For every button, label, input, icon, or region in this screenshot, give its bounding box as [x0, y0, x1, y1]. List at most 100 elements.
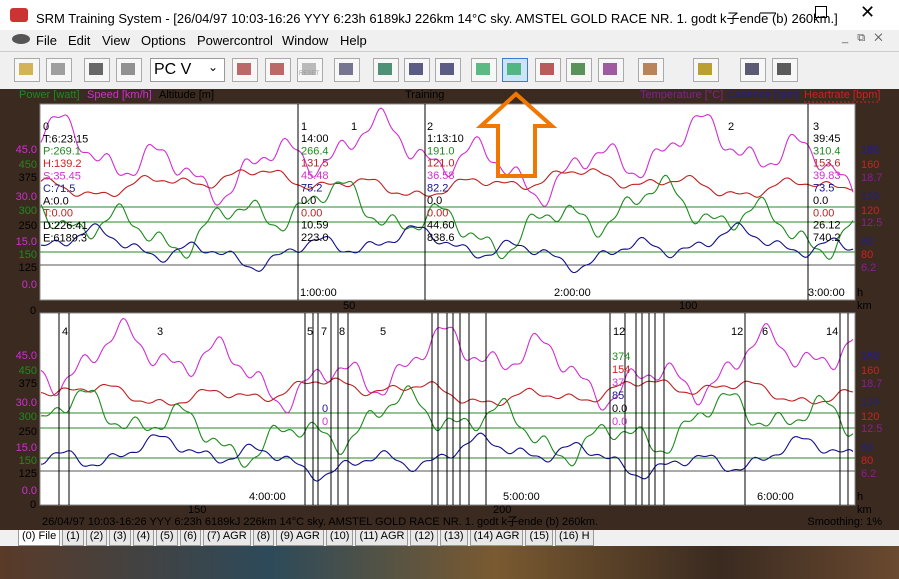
menu-item[interactable]: Edit	[68, 33, 91, 48]
km-label: 100	[679, 300, 697, 312]
tool-icon	[540, 63, 554, 75]
tool-icon	[270, 63, 284, 75]
tab[interactable]: (16) H	[555, 530, 594, 546]
lap-value: 0.0	[813, 195, 828, 207]
tab[interactable]: (14) AGR	[469, 530, 524, 546]
tab[interactable]: (5)	[156, 530, 178, 546]
tab[interactable]: (12)	[410, 530, 439, 546]
doc-icon	[12, 34, 30, 44]
trace-line	[40, 107, 854, 208]
cursor-value: 374	[612, 351, 630, 363]
summary-value: D:226.41	[43, 220, 88, 232]
tab[interactable]: (7) AGR	[202, 530, 251, 546]
tool-icon	[378, 63, 392, 75]
km-label: 50	[343, 300, 355, 312]
km-label: km	[857, 300, 872, 312]
time-label: 3:00:00	[808, 287, 845, 299]
lap-value: 82.2	[427, 183, 448, 195]
cursor-value: 154	[612, 364, 630, 376]
lap-value: 75.2	[301, 183, 322, 195]
tab[interactable]: (11) AGR	[355, 530, 409, 546]
legend-label: Power [watt]	[19, 89, 80, 101]
tab[interactable]: (10)	[325, 530, 354, 546]
y-axis-label: 160	[861, 365, 879, 377]
tool-icon	[409, 63, 423, 75]
y-axis-label: 30.0	[16, 191, 37, 203]
lap-value: 0.0	[427, 195, 442, 207]
toolbar: PC V ⌄ RESET	[0, 51, 899, 89]
cursor-value: 0	[322, 403, 328, 415]
lap-value: 121.0	[427, 158, 455, 170]
title-bar: SRM Training System - [26/04/97 10:03-16…	[0, 0, 899, 30]
cursor-value: 0.0	[612, 416, 627, 428]
y-axis-label: 375	[19, 172, 37, 184]
lap-marker: 5	[307, 326, 313, 338]
lap-marker: 4	[62, 326, 68, 338]
y-axis-label: 80	[861, 249, 873, 261]
tool-icon	[237, 63, 251, 75]
menu-item[interactable]: View	[102, 33, 130, 48]
km-label: 200	[493, 504, 511, 516]
menu-item[interactable]: File	[36, 33, 57, 48]
y-axis-label: 150	[19, 455, 37, 467]
tool-icon	[571, 63, 585, 75]
lap-value: 1:13:10	[427, 133, 464, 145]
menu-item[interactable]: Powercontrol	[197, 33, 273, 48]
menu-item[interactable]: Options	[141, 33, 186, 48]
y-axis-label: 12.5	[861, 217, 882, 229]
trace-line	[40, 168, 854, 198]
close[interactable]: ✕	[860, 2, 876, 22]
tool-button[interactable]	[598, 58, 624, 82]
tab[interactable]: (0) File	[18, 530, 61, 546]
lap-value: 14:00	[301, 133, 329, 145]
time-label: 2:00:00	[554, 287, 591, 299]
minimize[interactable]: —	[760, 4, 776, 21]
lap-marker: 3	[157, 326, 163, 338]
y-axis-label: 0.0	[22, 485, 37, 497]
tab[interactable]: (6)	[179, 530, 201, 546]
mdi-buttons[interactable]: _ ⧉ ✕	[842, 32, 883, 44]
tab[interactable]: (15)	[525, 530, 554, 546]
y-axis-label: 45.0	[16, 144, 37, 156]
tab[interactable]: (1)	[62, 530, 84, 546]
tab[interactable]: (2)	[85, 530, 108, 546]
lap-value: 39.83	[813, 170, 841, 182]
trace-line	[40, 222, 854, 274]
tab[interactable]: (13)	[440, 530, 468, 546]
lap-value: 36.58	[427, 170, 455, 182]
tool-icon	[603, 63, 617, 75]
tab[interactable]: (9) AGR	[276, 530, 324, 546]
y-axis-label: 80	[861, 442, 873, 454]
tab[interactable]: (4)	[132, 530, 155, 546]
y-axis-label: 80	[861, 455, 873, 467]
tool-icon	[19, 63, 33, 75]
tool-icon	[302, 63, 316, 75]
tab[interactable]: (8)	[252, 530, 275, 546]
summary-value: T:6:23:15	[43, 133, 88, 145]
lap-value: 0.0	[301, 195, 316, 207]
tab[interactable]: (3)	[109, 530, 131, 546]
window-title: SRM Training System - [26/04/97 10:03-16…	[36, 11, 838, 26]
tool-icon	[440, 63, 454, 75]
y-axis-label: 120	[861, 397, 879, 409]
menu-item[interactable]: Help	[340, 33, 367, 48]
y-axis-label: 120	[861, 205, 879, 217]
chart-area: Power [watt] Speed [km/h] Altitude [m] Trai…	[16, 89, 883, 528]
tool-icon	[339, 63, 353, 75]
lap-marker: 14	[826, 326, 838, 338]
summary-value: C:71.5	[43, 183, 75, 195]
device-select[interactable]: PC V	[150, 58, 225, 82]
menu-item[interactable]: Window	[282, 33, 329, 48]
lap-value: 191.0	[427, 145, 455, 157]
smoothing: Smoothing: 1%	[807, 516, 882, 528]
tab-bar: (0) File (1) (2) (3) (4) (5) (6) (7) AGR (8) (9) …	[0, 530, 899, 546]
tool-icon	[777, 63, 791, 75]
y-axis-label: 45.0	[16, 350, 37, 362]
summary-value: H:139.2	[43, 158, 82, 170]
y-axis-label: 160	[861, 159, 879, 171]
time-label: 5:00:00	[503, 491, 540, 503]
summary-value: P:269.1	[43, 146, 81, 158]
maximize[interactable]	[815, 6, 827, 18]
lap-value: 10.59	[301, 220, 329, 232]
tool-button[interactable]	[14, 58, 40, 82]
